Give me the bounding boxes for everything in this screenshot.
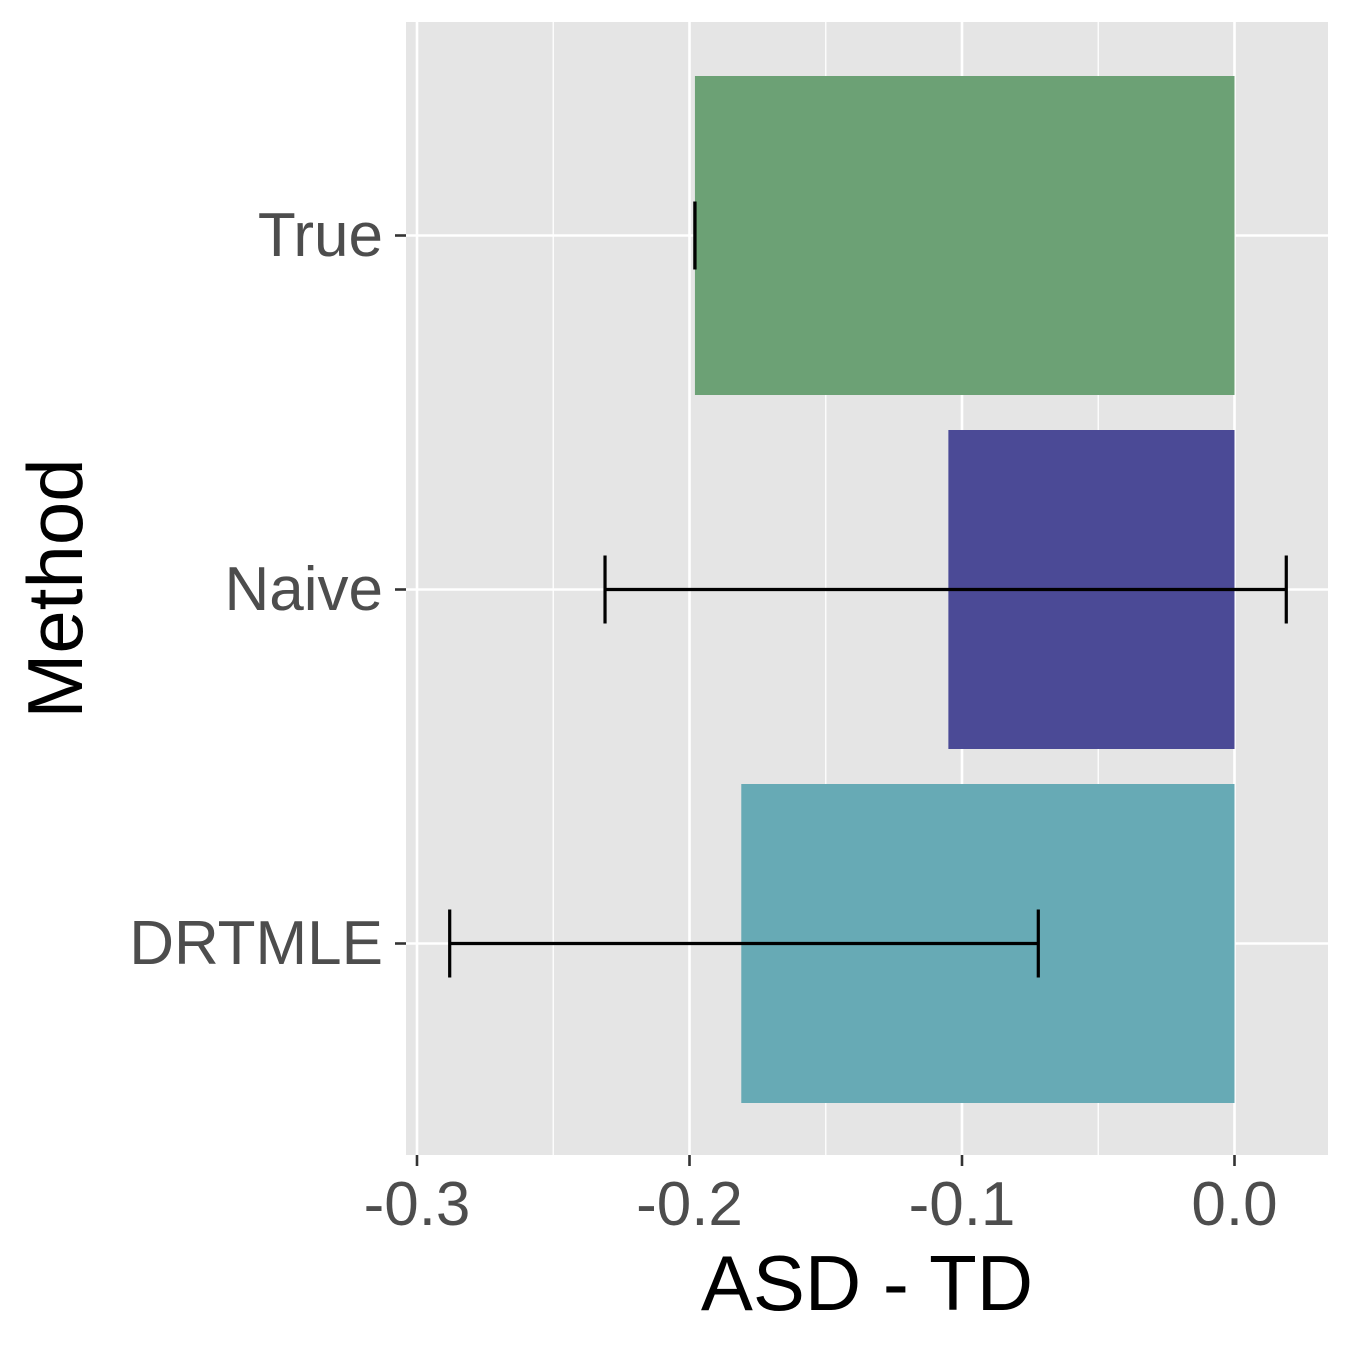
y-tick-label: Naive — [224, 555, 383, 624]
y-axis-title: Method — [11, 458, 99, 718]
error-bar-naive — [603, 555, 1288, 624]
y-tick-label: True — [258, 201, 383, 270]
x-tick-label: -0.1 — [909, 1170, 1016, 1239]
error-bar-drtmle — [448, 909, 1040, 978]
x-axis: -0.3 -0.2 -0.1 0.0 — [364, 1155, 1278, 1239]
error-bars — [448, 201, 1288, 978]
bar-true — [694, 76, 1235, 395]
x-tick-label: -0.3 — [364, 1170, 471, 1239]
y-axis: True Naive DRTMLE — [129, 201, 406, 978]
x-tick-label: 0.0 — [1191, 1170, 1277, 1239]
y-tick-label: DRTMLE — [129, 909, 383, 978]
bars — [694, 76, 1235, 1103]
x-tick-label: -0.2 — [636, 1170, 743, 1239]
x-axis-title: ASD - TD — [701, 1239, 1033, 1327]
